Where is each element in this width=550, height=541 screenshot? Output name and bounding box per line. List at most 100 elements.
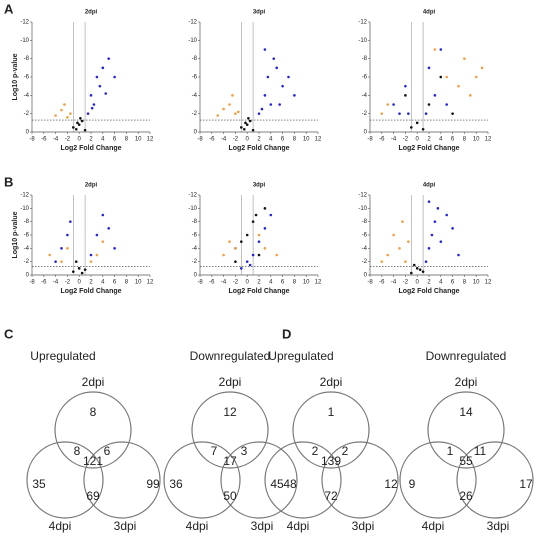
x-tick-label: 6	[451, 280, 455, 286]
venn-circle	[399, 441, 477, 519]
y-tick-label: -6	[24, 75, 30, 81]
point	[424, 112, 428, 115]
x-tick-label: 12	[147, 280, 154, 286]
y-tick-label: 0	[26, 130, 30, 136]
x-tick-label: 6	[281, 280, 285, 286]
region-count: 99	[146, 477, 160, 491]
point	[398, 247, 401, 250]
point	[415, 121, 419, 125]
y-tick-label: -2	[24, 259, 30, 265]
venn-title: Downregulated	[426, 349, 507, 363]
point	[410, 126, 413, 129]
chart-title: 3dpi	[253, 183, 266, 189]
x-axis-label: Log2 Fold Change	[398, 288, 459, 295]
point	[474, 75, 478, 79]
venn-circle	[427, 391, 505, 469]
y-tick-label: -12	[188, 193, 197, 199]
region-count: 7	[211, 444, 218, 458]
set-label: 4dpi	[186, 519, 209, 533]
region-count: 1	[328, 405, 335, 419]
x-tick-label: 10	[303, 280, 310, 286]
x-tick-label: 12	[147, 137, 154, 143]
point	[463, 57, 466, 60]
x-tick-label: -2	[233, 137, 239, 143]
point	[72, 126, 75, 129]
x-tick-label: -4	[391, 280, 397, 286]
x-tick-label: -8	[197, 280, 203, 286]
y-tick-label: -6	[24, 233, 30, 239]
point	[415, 267, 419, 270]
region-count: 45	[270, 477, 284, 491]
x-tick-label: 8	[125, 137, 129, 143]
point	[86, 112, 90, 115]
x-tick-label: -6	[209, 280, 215, 286]
venn-circle	[321, 441, 399, 519]
set-label: 3dpi	[352, 519, 375, 533]
point	[427, 66, 431, 70]
x-tick-label: 2	[257, 280, 261, 286]
point	[66, 116, 69, 119]
x-tick-label: 4	[269, 280, 273, 286]
point	[231, 94, 234, 97]
point	[430, 233, 434, 237]
x-axis-label: Log2 Fold Change	[228, 145, 289, 152]
point	[457, 253, 460, 257]
y-tick-label: -10	[188, 38, 197, 44]
point	[427, 200, 431, 203]
region-count: 72	[324, 489, 338, 503]
point	[433, 94, 437, 97]
point	[421, 270, 425, 273]
venn-circle	[264, 441, 342, 519]
x-tick-label: 10	[473, 280, 480, 286]
x-tick-label: 8	[463, 137, 467, 143]
y-tick-label: -8	[362, 56, 368, 62]
point	[407, 240, 410, 243]
point	[254, 213, 258, 217]
point	[240, 267, 243, 270]
chart-title: 2dpi	[85, 10, 98, 16]
x-tick-label: 0	[78, 137, 82, 143]
y-tick-label: -12	[358, 193, 367, 199]
set-label: 3dpi	[114, 519, 137, 533]
y-tick-label: 0	[26, 273, 30, 279]
y-tick-label: -10	[20, 38, 29, 44]
point	[263, 227, 267, 230]
region-count: 121	[83, 454, 103, 468]
x-tick-label: 0	[416, 280, 420, 286]
point	[251, 128, 255, 132]
point	[74, 127, 78, 131]
point	[427, 247, 431, 250]
point	[451, 112, 454, 115]
point	[101, 66, 105, 70]
point	[222, 253, 225, 257]
x-tick-label: 0	[246, 280, 250, 286]
set-label: 3dpi	[487, 519, 510, 533]
point	[98, 84, 102, 88]
point	[80, 271, 84, 275]
x-tick-label: -4	[221, 280, 227, 286]
venn-circle	[83, 441, 161, 519]
point	[436, 207, 440, 210]
panel-label: C	[4, 326, 14, 341]
point	[278, 103, 281, 106]
point	[257, 112, 261, 115]
point	[107, 57, 110, 60]
venn-circle	[26, 441, 104, 519]
region-count: 8	[74, 444, 81, 458]
region-count: 9	[409, 477, 416, 491]
x-tick-label: -8	[29, 280, 35, 286]
venn-circle	[220, 441, 298, 519]
point	[418, 268, 422, 271]
point	[281, 84, 284, 88]
point	[216, 114, 219, 117]
point	[244, 121, 247, 125]
point	[95, 253, 99, 257]
point	[228, 103, 231, 106]
point	[272, 57, 276, 60]
set-label: 2dpi	[455, 375, 478, 389]
region-count: 139	[321, 454, 341, 468]
point	[248, 119, 252, 123]
point	[386, 103, 390, 106]
y-tick-label: -8	[362, 219, 368, 225]
x-tick-label: 4	[269, 137, 273, 143]
